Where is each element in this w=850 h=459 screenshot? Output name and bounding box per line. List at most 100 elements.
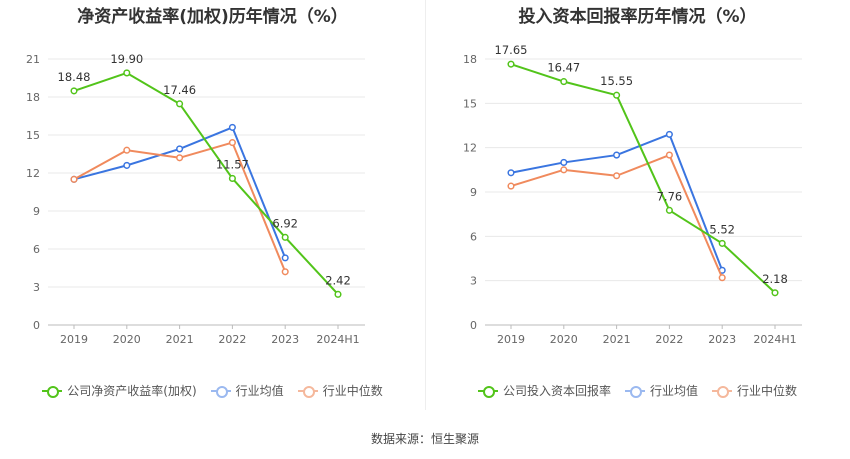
roe-chart-title: 净资产收益率(加权)历年情况（%）	[77, 7, 348, 27]
series-line-median	[73, 141, 287, 273]
legend-marker-avg	[624, 385, 645, 398]
roic-chart-legend: 公司投入资本回报率 行业均值 行业中位数	[425, 382, 850, 399]
data-point-avg	[507, 169, 515, 177]
y-tick-label: 6	[33, 243, 40, 256]
x-tick-label: 2020	[113, 333, 141, 346]
data-point-median	[613, 172, 621, 180]
data-point-median	[123, 146, 131, 154]
data-point-company	[176, 100, 184, 108]
roic-chart-title: 投入资本回报率历年情况（%）	[518, 7, 757, 27]
legend-label: 公司投入资本回报率	[502, 384, 611, 398]
data-point-company	[281, 233, 289, 241]
legend-item-industry-median[interactable]: 行业中位数	[712, 382, 797, 399]
x-tick-label: 2024H1	[316, 333, 359, 346]
legend-label: 行业均值	[649, 384, 698, 398]
x-tick-label: 2022	[655, 333, 683, 346]
y-tick-label: 18	[26, 91, 40, 104]
legend-marker-company	[42, 385, 63, 398]
y-tick-label: 6	[470, 230, 477, 243]
series-line-company	[510, 63, 776, 294]
y-tick-label: 0	[33, 319, 40, 332]
data-point-company	[665, 206, 673, 214]
data-point-median	[507, 182, 515, 190]
roe-chart-panel: 0 3 6 9 12 15 18 21 2019 2020 2021 2022 2023 2024H1 18…	[0, 0, 425, 420]
data-point-median	[718, 274, 726, 282]
data-point-company	[228, 174, 236, 182]
data-label: 11.57	[216, 157, 249, 171]
data-label: 18.48	[58, 70, 91, 84]
data-point-median	[665, 151, 673, 159]
data-point-company	[560, 78, 568, 86]
data-label: 2.42	[325, 273, 351, 287]
data-point-company	[718, 239, 726, 247]
data-point-company	[507, 60, 515, 68]
x-tick-label: 2021	[603, 333, 631, 346]
data-label: 15.55	[600, 74, 633, 88]
legend-item-company-roe[interactable]: 公司净资产收益率(加权)	[42, 382, 197, 399]
data-label: 19.90	[110, 52, 143, 66]
legend-label: 公司净资产收益率(加权)	[67, 384, 197, 398]
data-point-avg	[665, 130, 673, 138]
y-tick-label: 18	[463, 53, 477, 66]
data-point-company	[123, 69, 131, 77]
data-point-company	[70, 87, 78, 95]
data-label: 16.47	[547, 61, 580, 75]
x-tick-label: 2019	[497, 333, 525, 346]
roe-chart-legend: 公司净资产收益率(加权) 行业均值 行业中位数	[0, 382, 425, 399]
legend-label: 行业中位数	[737, 384, 798, 398]
legend-item-industry-avg[interactable]: 行业均值	[624, 382, 698, 399]
data-label: 2.18	[762, 272, 788, 286]
x-tick-label: 2020	[550, 333, 578, 346]
data-label: 7.76	[657, 189, 683, 203]
roic-chart-plot: 0 3 6 9 12 15 18 2019 2020 2021 2022 2023 2024H1 17.6…	[463, 43, 802, 346]
data-label: 5.52	[709, 222, 735, 236]
legend-item-company-roic[interactable]: 公司投入资本回报率	[477, 382, 611, 399]
x-tick-label: 2021	[166, 333, 194, 346]
data-source-note: 数据来源：恒生聚源	[370, 432, 479, 446]
legend-marker-avg	[210, 385, 231, 398]
y-tick-label: 9	[470, 186, 477, 199]
data-label: 6.92	[272, 216, 298, 230]
y-tick-label: 0	[470, 319, 477, 332]
legend-marker-median	[712, 385, 732, 398]
data-point-median	[560, 166, 568, 174]
data-point-avg	[281, 254, 289, 262]
panel-divider	[425, 0, 426, 410]
roic-chart-panel: 0 3 6 9 12 15 18 2019 2020 2021 2022 2023 2024H1 17.6…	[425, 0, 850, 420]
legend-marker-median	[297, 385, 318, 398]
x-tick-label: 2023	[708, 333, 736, 346]
data-label: 17.65	[495, 43, 528, 57]
data-point-median	[176, 154, 184, 162]
data-point-avg	[123, 161, 131, 169]
data-point-company	[771, 289, 779, 297]
legend-marker-company	[477, 385, 498, 398]
y-tick-label: 15	[26, 129, 40, 142]
x-tick-label: 2019	[60, 333, 88, 346]
data-point-median	[281, 268, 289, 276]
legend-item-industry-avg[interactable]: 行业均值	[210, 382, 284, 399]
y-tick-label: 12	[26, 167, 40, 180]
data-point-median	[228, 139, 236, 147]
data-point-avg	[176, 145, 184, 153]
data-point-avg	[560, 158, 568, 166]
data-point-avg	[613, 151, 621, 159]
y-tick-label: 15	[463, 97, 477, 110]
y-tick-label: 21	[26, 53, 40, 66]
data-point-company	[613, 91, 621, 99]
data-label: 17.46	[163, 83, 196, 97]
series-line-company	[73, 71, 339, 296]
x-tick-label: 2022	[218, 333, 246, 346]
data-point-company	[334, 290, 342, 298]
data-point-avg	[228, 123, 236, 131]
legend-item-industry-median[interactable]: 行业中位数	[297, 382, 383, 399]
data-point-median	[70, 175, 78, 183]
y-tick-label: 3	[33, 281, 40, 294]
x-tick-label: 2023	[271, 333, 299, 346]
y-tick-label: 3	[470, 275, 477, 288]
y-tick-label: 12	[463, 142, 477, 155]
y-tick-label: 9	[33, 205, 40, 218]
roe-chart-plot: 0 3 6 9 12 15 18 21 2019 2020 2021 2022 2023 2024H1 18…	[26, 52, 365, 346]
x-tick-label: 2024H1	[753, 333, 796, 346]
legend-label: 行业均值	[235, 384, 284, 398]
legend-label: 行业中位数	[322, 384, 383, 398]
